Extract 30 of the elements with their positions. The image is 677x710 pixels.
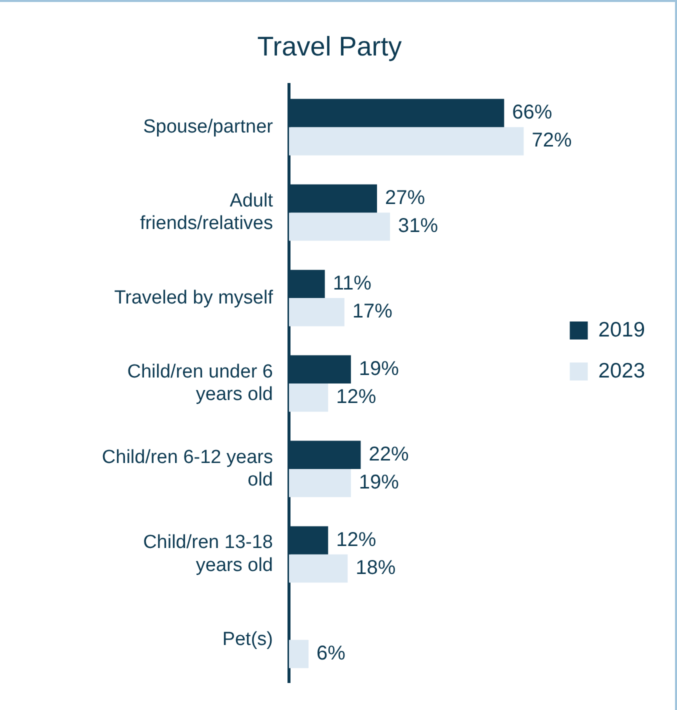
y-tick-label: Traveled by myself (114, 287, 274, 308)
y-tick-label: Adult friends/relatives (140, 190, 274, 234)
chart-title: Travel Party (257, 32, 402, 62)
bar (289, 640, 309, 668)
y-tick-label: Child/ren under 6 years old (127, 361, 273, 406)
data-label: 12% (336, 528, 376, 551)
data-label: 17% (352, 300, 393, 323)
bar (289, 298, 344, 326)
bar (289, 468, 351, 498)
data-label: 31% (398, 215, 438, 238)
y-tick-label: Child/ren 6-12 years old (102, 446, 273, 491)
data-label: 12% (336, 386, 376, 408)
data-label: 27% (385, 187, 426, 209)
data-label: 22% (368, 443, 409, 466)
bar (289, 127, 524, 156)
data-label: 18% (356, 557, 396, 580)
bar (289, 554, 348, 583)
legend-label: 2019 (598, 318, 645, 342)
data-label: 11% (332, 272, 372, 294)
y-tick-label: Child/ren 13-18 years old (143, 532, 273, 576)
y-tick-label: Spouse/partner (143, 116, 274, 138)
bar (289, 212, 390, 241)
legend-label: 2023 (598, 359, 645, 382)
data-label: 72% (532, 130, 572, 152)
data-label: 6% (316, 642, 346, 664)
data-label: 66% (512, 102, 552, 124)
bar (289, 384, 328, 412)
data-label: 19% (358, 358, 400, 380)
data-label: 19% (358, 472, 400, 494)
y-tick-label: Pet(s) (222, 629, 273, 650)
